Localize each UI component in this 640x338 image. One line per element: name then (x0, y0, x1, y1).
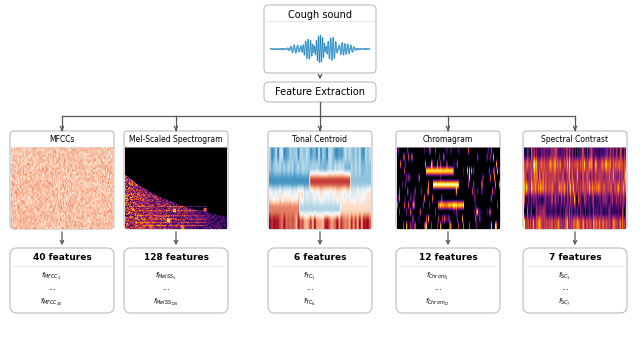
Text: $\mathit{f_{MelSS_{128}}}$: $\mathit{f_{MelSS_{128}}}$ (153, 296, 179, 308)
FancyBboxPatch shape (396, 248, 500, 313)
FancyBboxPatch shape (268, 131, 372, 229)
FancyBboxPatch shape (124, 248, 228, 313)
Text: $\mathit{f_{TC_1}}$: $\mathit{f_{TC_1}}$ (303, 270, 316, 282)
Text: Tonal Centroid: Tonal Centroid (292, 135, 348, 144)
FancyBboxPatch shape (124, 131, 228, 229)
FancyBboxPatch shape (264, 82, 376, 102)
Text: $\mathit{f_{MelSS_1}}$: $\mathit{f_{MelSS_1}}$ (155, 270, 176, 282)
Text: 128 features: 128 features (143, 254, 209, 263)
Text: ...: ... (434, 284, 442, 292)
Text: $\mathit{f_{MFCC_{40}}}$: $\mathit{f_{MFCC_{40}}}$ (40, 296, 63, 308)
Text: ...: ... (306, 284, 314, 292)
Text: $\mathit{f_{Chrom_{12}}}$: $\mathit{f_{Chrom_{12}}}$ (425, 296, 450, 308)
Text: Mel-Scaled Spectrogram: Mel-Scaled Spectrogram (129, 135, 223, 144)
Text: 6 features: 6 features (294, 254, 346, 263)
Text: $\mathit{f_{SC_1}}$: $\mathit{f_{SC_1}}$ (558, 270, 571, 282)
Text: ...: ... (162, 284, 170, 292)
Text: $\mathit{f_{MFCC_1}}$: $\mathit{f_{MFCC_1}}$ (42, 270, 61, 282)
Text: 40 features: 40 features (33, 254, 92, 263)
FancyBboxPatch shape (523, 248, 627, 313)
Text: 12 features: 12 features (419, 254, 477, 263)
Text: Cough sound: Cough sound (288, 10, 352, 20)
Text: ...: ... (561, 284, 568, 292)
FancyBboxPatch shape (10, 131, 114, 229)
FancyBboxPatch shape (264, 5, 376, 73)
Text: $\mathit{f_{Chrom_1}}$: $\mathit{f_{Chrom_1}}$ (426, 270, 449, 282)
Text: ...: ... (47, 284, 56, 292)
Text: Spectral Contrast: Spectral Contrast (541, 135, 609, 144)
Text: Chromagram: Chromagram (423, 135, 473, 144)
FancyBboxPatch shape (523, 131, 627, 229)
Text: Feature Extraction: Feature Extraction (275, 87, 365, 97)
Text: MFCCs: MFCCs (49, 135, 75, 144)
FancyBboxPatch shape (268, 248, 372, 313)
FancyBboxPatch shape (10, 248, 114, 313)
Text: $\mathit{f_{TC_6}}$: $\mathit{f_{TC_6}}$ (303, 296, 316, 308)
Text: $\mathit{f_{SC_7}}$: $\mathit{f_{SC_7}}$ (558, 296, 571, 308)
FancyBboxPatch shape (396, 131, 500, 229)
Text: 7 features: 7 features (548, 254, 602, 263)
